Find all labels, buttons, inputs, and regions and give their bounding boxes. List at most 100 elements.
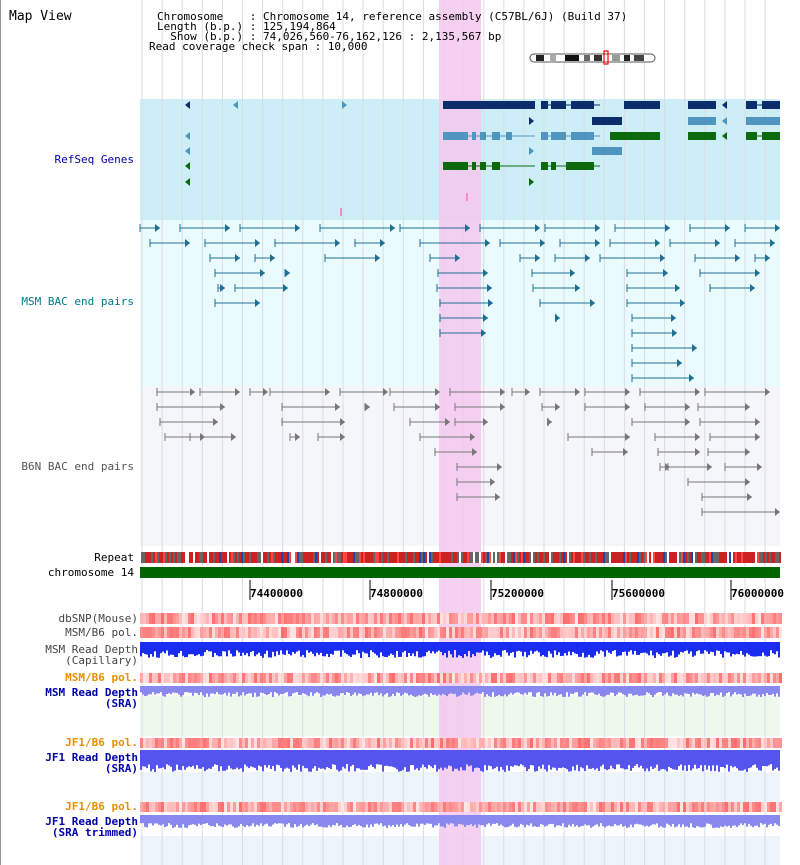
strand-arrow[interactable]	[185, 147, 190, 155]
bac-end-arrow[interactable]	[380, 239, 385, 247]
strand-arrow[interactable]	[722, 132, 727, 140]
strand-arrow[interactable]	[722, 101, 727, 109]
chromosome-ideogram[interactable]	[529, 50, 656, 65]
bac-end-arrow[interactable]	[755, 433, 760, 441]
refseq-genes[interactable]	[185, 101, 780, 216]
gene-exon[interactable]	[566, 162, 594, 170]
gene-exon[interactable]	[688, 132, 716, 140]
gene-exon[interactable]	[541, 162, 548, 170]
bac-end-arrow[interactable]	[770, 239, 775, 247]
strand-arrow[interactable]	[233, 101, 238, 109]
bac-end-arrow[interactable]	[685, 403, 690, 411]
bac-end-arrow[interactable]	[590, 299, 595, 307]
strand-arrow[interactable]	[722, 117, 727, 125]
bac-end-arrow[interactable]	[707, 463, 712, 471]
gene-exon[interactable]	[492, 162, 500, 170]
bac-end-arrow[interactable]	[185, 239, 190, 247]
bac-end-arrow[interactable]	[585, 254, 590, 262]
bac-end-arrow[interactable]	[525, 388, 530, 396]
gene-exon[interactable]	[480, 132, 486, 140]
bac-end-arrow[interactable]	[625, 403, 630, 411]
bac-end-arrow[interactable]	[497, 463, 502, 471]
bac-end-arrow[interactable]	[500, 403, 505, 411]
bac-end-arrow[interactable]	[715, 239, 720, 247]
bac-end-arrow[interactable]	[623, 448, 628, 456]
bac-end-arrow[interactable]	[255, 299, 260, 307]
bac-end-arrow[interactable]	[695, 388, 700, 396]
bac-end-arrow[interactable]	[220, 403, 225, 411]
bac-end-arrow[interactable]	[735, 254, 740, 262]
strand-arrow[interactable]	[342, 101, 347, 109]
bac-end-arrow[interactable]	[495, 493, 500, 501]
bac-end-arrow[interactable]	[390, 224, 395, 232]
bac-end-arrow[interactable]	[655, 239, 660, 247]
bac-end-arrow[interactable]	[365, 403, 370, 411]
bac-end-arrow[interactable]	[755, 418, 760, 426]
bac-end-arrow[interactable]	[335, 403, 340, 411]
bac-end-arrow[interactable]	[487, 284, 492, 292]
bac-end-arrow[interactable]	[435, 388, 440, 396]
bac-end-arrow[interactable]	[680, 299, 685, 307]
bac-end-arrow[interactable]	[260, 269, 265, 277]
bac-end-arrow[interactable]	[488, 299, 493, 307]
bac-end-arrow[interactable]	[465, 224, 470, 232]
bac-end-arrow[interactable]	[575, 388, 580, 396]
strand-arrow[interactable]	[529, 178, 534, 186]
bac-end-arrow[interactable]	[295, 433, 300, 441]
bac-end-arrow[interactable]	[535, 224, 540, 232]
track-label-msm-bac[interactable]: MSM BAC end pairs	[21, 295, 134, 308]
gene-exon[interactable]	[443, 132, 468, 140]
gene-exon[interactable]	[746, 132, 757, 140]
gene-exon[interactable]	[551, 162, 556, 170]
bac-end-arrow[interactable]	[340, 418, 345, 426]
bac-end-arrow[interactable]	[672, 329, 677, 337]
bac-end-arrow[interactable]	[490, 478, 495, 486]
gene-exon[interactable]	[551, 132, 566, 140]
bac-end-arrow[interactable]	[155, 224, 160, 232]
gene-exon[interactable]	[506, 132, 512, 140]
bac-end-arrow[interactable]	[231, 433, 236, 441]
bac-end-arrow[interactable]	[775, 224, 780, 232]
bac-end-arrow[interactable]	[483, 314, 488, 322]
bac-end-arrow[interactable]	[472, 448, 477, 456]
gene-exon[interactable]	[746, 117, 780, 125]
bac-end-arrow[interactable]	[677, 359, 682, 367]
bac-end-arrow[interactable]	[575, 284, 580, 292]
bac-end-arrow[interactable]	[470, 433, 475, 441]
bac-end-arrow[interactable]	[692, 344, 697, 352]
gene-exon[interactable]	[571, 132, 594, 140]
bac-end-arrow[interactable]	[225, 224, 230, 232]
bac-end-arrow[interactable]	[570, 269, 575, 277]
gene-exon[interactable]	[472, 132, 476, 140]
bac-end-arrow[interactable]	[755, 269, 760, 277]
bac-end-arrow[interactable]	[547, 418, 552, 426]
bac-end-arrow[interactable]	[383, 388, 388, 396]
bac-end-arrow[interactable]	[220, 284, 225, 292]
bac-end-arrow[interactable]	[595, 224, 600, 232]
bac-end-arrow[interactable]	[540, 239, 545, 247]
msm-bac-pairs[interactable]	[139, 224, 780, 382]
gene-exon[interactable]	[541, 132, 548, 140]
bac-end-arrow[interactable]	[555, 314, 560, 322]
bac-end-arrow[interactable]	[190, 388, 195, 396]
bac-end-arrow[interactable]	[295, 224, 300, 232]
gene-exon[interactable]	[688, 101, 716, 109]
gene-exon[interactable]	[762, 132, 780, 140]
bac-end-arrow[interactable]	[765, 388, 770, 396]
bac-end-arrow[interactable]	[665, 224, 670, 232]
gene-exon[interactable]	[551, 101, 566, 109]
bac-end-arrow[interactable]	[689, 374, 694, 382]
bac-end-arrow[interactable]	[695, 448, 700, 456]
bac-end-arrow[interactable]	[445, 418, 450, 426]
bac-end-arrow[interactable]	[675, 284, 680, 292]
gene-exon[interactable]	[746, 101, 757, 109]
bac-end-arrow[interactable]	[483, 418, 488, 426]
gene-exon[interactable]	[492, 132, 500, 140]
strand-arrow[interactable]	[529, 117, 534, 125]
bac-end-arrow[interactable]	[625, 433, 630, 441]
bac-end-arrow[interactable]	[745, 403, 750, 411]
strand-arrow[interactable]	[185, 162, 190, 170]
track-label-b6n-bac[interactable]: B6N BAC end pairs	[21, 460, 134, 473]
bac-end-arrow[interactable]	[625, 388, 630, 396]
